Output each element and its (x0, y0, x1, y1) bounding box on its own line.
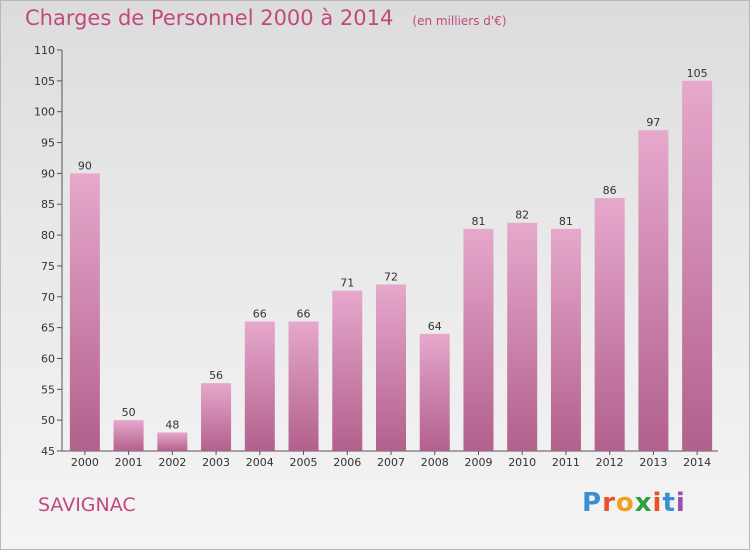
bar (376, 284, 406, 451)
logo-letter: o (615, 488, 635, 518)
chart-bars (69, 80, 713, 451)
x-tick-label: 2011 (552, 456, 580, 469)
x-tick-label: 2008 (421, 456, 449, 469)
x-tick-label: 2013 (639, 456, 667, 469)
x-tick-label: 2009 (464, 456, 492, 469)
chart-subtitle: (en milliers d'€) (412, 14, 507, 28)
chart-value-labels: 90 50 48 56 66 66 71 72 64 81 82 81 86 97 105 (78, 67, 708, 432)
y-tick-label: 90 (41, 167, 55, 180)
x-tick-label: 2000 (71, 456, 99, 469)
logo-letter: r (602, 488, 616, 518)
bar (550, 228, 581, 451)
y-tick-label: 110 (34, 44, 55, 57)
bar (463, 228, 494, 451)
bar-value-label: 66 (297, 307, 311, 320)
y-tick-label: 45 (41, 445, 55, 458)
bar-value-label: 81 (559, 215, 573, 228)
x-tick-label: 2010 (508, 456, 536, 469)
chart-header: Charges de Personnel 2000 à 2014 (en mil… (25, 6, 507, 30)
y-tick-label: 75 (41, 260, 55, 273)
bar (113, 420, 144, 451)
bar-value-label: 66 (253, 307, 267, 320)
bar (244, 321, 275, 451)
logo-letter: P (582, 488, 603, 518)
bar-value-label: 72 (384, 270, 398, 283)
bar-value-label: 82 (515, 209, 529, 222)
x-tick-label: 2004 (246, 456, 274, 469)
x-tick-label: 2005 (290, 456, 318, 469)
bar (682, 80, 713, 451)
bar-value-label: 81 (471, 215, 485, 228)
x-tick-label: 2006 (333, 456, 361, 469)
y-tick-label: 55 (41, 383, 55, 396)
place-name: SAVIGNAC (38, 494, 136, 516)
bar-value-label: 56 (209, 369, 223, 382)
bar (332, 290, 363, 451)
bar-value-label: 48 (165, 418, 179, 431)
bar (157, 432, 188, 451)
y-tick-label: 60 (41, 352, 55, 365)
y-tick-label: 85 (41, 198, 55, 211)
y-tick-label: 70 (41, 291, 55, 304)
bar-value-label: 86 (603, 184, 617, 197)
bar (638, 130, 669, 451)
y-tick-label: 65 (41, 322, 55, 335)
y-tick-label: 105 (34, 75, 55, 88)
y-tick-label: 50 (41, 414, 55, 427)
y-tick-label: 95 (41, 137, 55, 150)
logo-letter: x (634, 488, 653, 518)
logo-letter: i (675, 488, 686, 518)
x-tick-label: 2007 (377, 456, 405, 469)
bar-value-label: 50 (122, 406, 136, 419)
bar (594, 198, 625, 451)
x-tick-label: 2014 (683, 456, 711, 469)
bar (201, 383, 232, 451)
y-tick-label: 100 (34, 106, 55, 119)
bar-value-label: 71 (340, 277, 354, 290)
chart-title: Charges de Personnel 2000 à 2014 (25, 6, 394, 30)
x-tick-label: 2001 (115, 456, 143, 469)
bar-value-label: 97 (646, 116, 660, 129)
bar-value-label: 90 (78, 159, 92, 172)
x-tick-label: 2002 (158, 456, 186, 469)
bar (507, 222, 538, 451)
bar (288, 321, 319, 451)
x-tick-label: 2012 (596, 456, 624, 469)
logo-letter: t (662, 488, 676, 518)
proxiti-logo: Proxiti (582, 488, 686, 518)
bar-value-label: 105 (687, 67, 708, 80)
bar-value-label: 64 (428, 320, 442, 333)
x-tick-label: 2003 (202, 456, 230, 469)
logo-letter: i (652, 488, 663, 518)
bar (419, 333, 450, 451)
bar (69, 173, 100, 451)
y-tick-label: 80 (41, 229, 55, 242)
